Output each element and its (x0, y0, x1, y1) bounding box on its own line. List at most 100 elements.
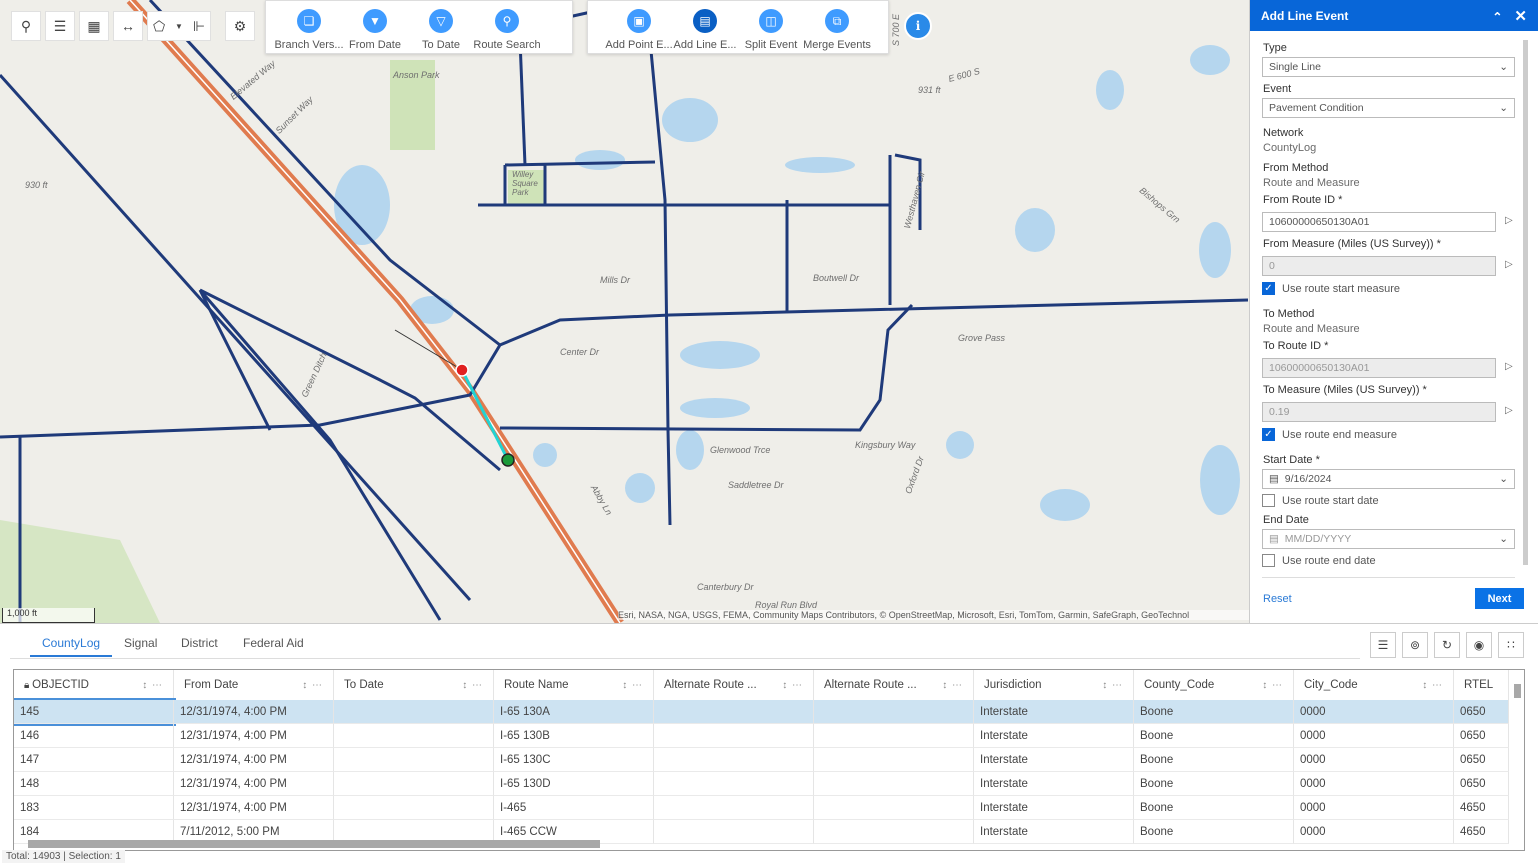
table-cell[interactable]: Interstate (974, 772, 1134, 796)
merge-events-button[interactable]: ⧉ Merge Events (803, 1, 871, 53)
next-button[interactable]: Next (1475, 588, 1524, 609)
table-cell[interactable]: 0650 (1454, 748, 1509, 772)
panel-scrollbar[interactable] (1523, 40, 1528, 565)
sort-and-menu-icon[interactable]: ↕ ⋯ (942, 679, 963, 691)
map-canvas[interactable] (0, 0, 1249, 623)
route-search-button[interactable]: ⚲ Route Search (473, 1, 541, 53)
vertical-scrollbar[interactable] (1514, 684, 1521, 698)
column-header[interactable]: RTEL (1454, 670, 1509, 700)
map-view[interactable]: Anson Park Willey Square Park Center Dr … (0, 0, 1249, 623)
table-cell[interactable] (334, 748, 494, 772)
start-date-picker[interactable]: ▤ 9/16/2024 ⌄ (1262, 469, 1515, 489)
horizontal-scrollbar[interactable] (28, 840, 600, 848)
table-cell[interactable]: Interstate (974, 748, 1134, 772)
select-on-map-icon[interactable]: ▷ (1505, 259, 1513, 270)
column-header[interactable]: City_Code ↕ ⋯ (1294, 670, 1454, 700)
select-on-map-icon[interactable]: ▷ (1505, 405, 1513, 416)
table-cell[interactable]: 146 (14, 724, 174, 748)
column-header[interactable]: 🔒︎ OBJECTID ↕ ⋯ (14, 670, 174, 700)
clear-selection-icon[interactable]: ⊚ (1402, 632, 1428, 658)
sort-and-menu-icon[interactable]: ↕ ⋯ (302, 679, 323, 691)
split-event-button[interactable]: ◫ Split Event (738, 1, 804, 53)
table-cell[interactable] (654, 700, 814, 724)
table-cell[interactable] (814, 700, 974, 724)
table-cell[interactable]: 0000 (1294, 820, 1454, 844)
add-point-event-button[interactable]: ▣ Add Point E... (605, 1, 673, 53)
table-cell[interactable]: 0000 (1294, 700, 1454, 724)
table-cell[interactable] (654, 820, 814, 844)
table-cell[interactable]: I-65 130B (494, 724, 654, 748)
sort-and-menu-icon[interactable]: ↕ ⋯ (142, 679, 163, 691)
table-cell[interactable]: 0650 (1454, 700, 1509, 724)
select-on-map-icon[interactable]: ▷ (1505, 361, 1513, 372)
to-date-button[interactable]: ▽ To Date (408, 1, 474, 53)
table-cell[interactable] (334, 796, 494, 820)
basemap-icon[interactable]: ▦ (79, 11, 109, 41)
measure-icon[interactable]: ↔ (113, 11, 143, 41)
table-row[interactable]: 145 12/31/1974, 4:00 PM I-65 130A Interstat… (14, 698, 1509, 726)
select-icon[interactable]: ⬠ ▼ ⊩ (147, 11, 211, 41)
table-cell[interactable]: Interstate (974, 700, 1134, 724)
select-on-map-icon[interactable]: ▷ (1505, 215, 1513, 226)
table-cell[interactable]: Boone (1134, 772, 1294, 796)
from-date-button[interactable]: ▼ From Date (342, 1, 408, 53)
table-cell[interactable]: Boone (1134, 700, 1294, 724)
sort-and-menu-icon[interactable]: ↕ ⋯ (622, 679, 643, 691)
column-header[interactable]: Jurisdiction ↕ ⋯ (974, 670, 1134, 700)
table-cell[interactable]: 4650 (1454, 796, 1509, 820)
table-cell[interactable]: I-65 130C (494, 748, 654, 772)
table-cell[interactable]: 147 (14, 748, 174, 772)
use-route-end-measure-checkbox[interactable]: ✓ Use route end measure (1262, 428, 1397, 441)
clear-selection-icon[interactable]: ⊩ (192, 17, 206, 34)
sort-and-menu-icon[interactable]: ↕ ⋯ (782, 679, 803, 691)
table-cell[interactable]: Boone (1134, 796, 1294, 820)
column-header[interactable]: From Date ↕ ⋯ (174, 670, 334, 700)
to-route-input[interactable]: 10600000650130A01 (1262, 358, 1496, 378)
table-cell[interactable]: 12/31/1974, 4:00 PM (174, 772, 334, 796)
toggle-columns-icon[interactable]: ◉ (1466, 632, 1492, 658)
add-line-event-button[interactable]: ▤ Add Line E... (672, 1, 738, 53)
from-measure-input[interactable]: 0 (1262, 256, 1496, 276)
column-header[interactable]: County_Code ↕ ⋯ (1134, 670, 1294, 700)
table-cell[interactable]: I-65 130D (494, 772, 654, 796)
event-select[interactable]: Pavement Condition ⌄ (1262, 98, 1515, 118)
table-cell[interactable]: 0000 (1294, 796, 1454, 820)
column-header[interactable]: Route Name ↕ ⋯ (494, 670, 654, 700)
table-cell[interactable] (814, 748, 974, 772)
table-cell[interactable]: Boone (1134, 724, 1294, 748)
table-cell[interactable] (654, 772, 814, 796)
search-icon[interactable]: ⚲ (11, 11, 41, 41)
table-cell[interactable]: Interstate (974, 796, 1134, 820)
table-cell[interactable]: Boone (1134, 748, 1294, 772)
table-row[interactable]: 148 12/31/1974, 4:00 PM I-65 130D Interstat… (14, 772, 1509, 796)
table-cell[interactable] (654, 748, 814, 772)
table-cell[interactable]: 183 (14, 796, 174, 820)
close-icon[interactable]: ✕ (1514, 7, 1527, 25)
sort-and-menu-icon[interactable]: ↕ ⋯ (1102, 679, 1123, 691)
table-cell[interactable] (654, 724, 814, 748)
table-cell[interactable]: 148 (14, 772, 174, 796)
from-route-input[interactable]: 10600000650130A01 (1262, 212, 1496, 232)
table-cell[interactable]: 12/31/1974, 4:00 PM (174, 700, 334, 724)
table-cell[interactable]: 0650 (1454, 724, 1509, 748)
table-cell[interactable]: 12/31/1974, 4:00 PM (174, 748, 334, 772)
end-date-picker[interactable]: ▤ MM/DD/YYYY ⌄ (1262, 529, 1515, 549)
table-row[interactable]: 183 12/31/1974, 4:00 PM I-465 Interstate Boo… (14, 796, 1509, 820)
column-header[interactable]: To Date ↕ ⋯ (334, 670, 494, 700)
table-cell[interactable] (814, 772, 974, 796)
branch-versions-button[interactable]: ❏ Branch Vers... (274, 1, 344, 53)
table-cell[interactable]: I-465 (494, 796, 654, 820)
use-route-end-date-checkbox[interactable]: Use route end date (1262, 554, 1376, 567)
sort-and-menu-icon[interactable]: ↕ ⋯ (1262, 679, 1283, 691)
table-cell[interactable]: 145 (14, 698, 176, 726)
reset-button[interactable]: Reset (1263, 593, 1292, 605)
table-cell[interactable]: 0000 (1294, 724, 1454, 748)
table-cell[interactable]: Interstate (974, 724, 1134, 748)
layers-icon[interactable]: ☰ (45, 11, 75, 41)
info-icon[interactable]: i (904, 12, 932, 40)
use-route-start-date-checkbox[interactable]: Use route start date (1262, 494, 1379, 507)
table-cell[interactable]: 0000 (1294, 772, 1454, 796)
use-route-start-measure-checkbox[interactable]: ✓ Use route start measure (1262, 282, 1400, 295)
table-cell[interactable]: I-65 130A (494, 700, 654, 724)
table-cell[interactable] (334, 724, 494, 748)
